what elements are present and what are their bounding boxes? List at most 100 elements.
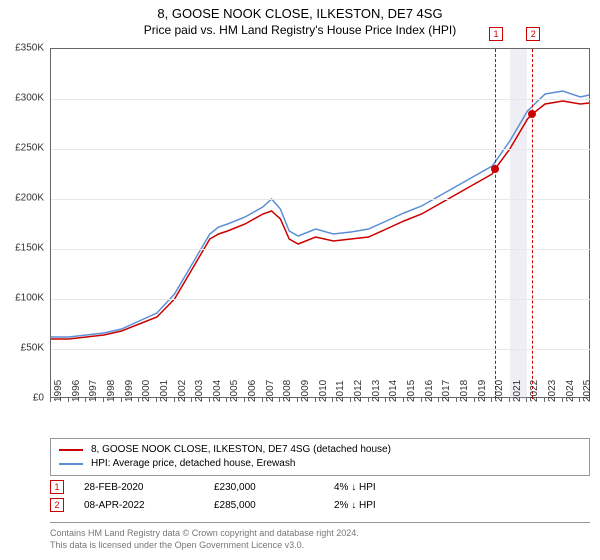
x-tick-label: 2002 — [177, 380, 188, 402]
x-tick-label: 2012 — [353, 380, 364, 402]
x-tick — [350, 398, 351, 402]
x-tick-label: 2018 — [459, 380, 470, 402]
x-tick — [385, 398, 386, 402]
y-gridline — [51, 249, 591, 250]
x-tick-label: 1997 — [88, 380, 99, 402]
legend-swatch — [59, 463, 83, 465]
x-tick — [138, 398, 139, 402]
legend: 8, GOOSE NOOK CLOSE, ILKESTON, DE7 4SG (… — [50, 438, 590, 476]
x-tick-label: 2016 — [424, 380, 435, 402]
y-tick-label: £50K — [21, 343, 44, 354]
x-tick — [156, 398, 157, 402]
x-tick-label: 2024 — [565, 380, 576, 402]
y-tick-label: £350K — [15, 43, 44, 54]
x-tick — [244, 398, 245, 402]
x-tick-label: 2019 — [477, 380, 488, 402]
x-tick — [438, 398, 439, 402]
footer: Contains HM Land Registry data © Crown c… — [50, 522, 590, 551]
y-tick-label: £300K — [15, 93, 44, 104]
sales-table: 1 28-FEB-2020£230,0004% ↓ HPI 2 08-APR-2022… — [50, 478, 590, 514]
y-tick-label: £200K — [15, 193, 44, 204]
sale-delta: 2% ↓ HPI — [334, 500, 434, 511]
sale-date: 28-FEB-2020 — [84, 482, 214, 493]
x-tick — [68, 398, 69, 402]
footer-line1: Contains HM Land Registry data © Crown c… — [50, 527, 590, 539]
x-tick-label: 2021 — [512, 380, 523, 402]
sale-price: £230,000 — [214, 482, 334, 493]
x-tick-label: 2017 — [441, 380, 452, 402]
x-tick — [209, 398, 210, 402]
sale-dot — [528, 110, 536, 118]
x-tick — [421, 398, 422, 402]
legend-swatch — [59, 449, 83, 451]
x-tick-label: 1998 — [106, 380, 117, 402]
table-row: 2 08-APR-2022£285,0002% ↓ HPI — [50, 496, 590, 514]
x-tick — [191, 398, 192, 402]
x-tick-label: 1995 — [53, 380, 64, 402]
x-tick-label: 2000 — [141, 380, 152, 402]
sale-dot — [491, 165, 499, 173]
x-tick-label: 2010 — [318, 380, 329, 402]
x-tick — [226, 398, 227, 402]
x-tick — [121, 398, 122, 402]
y-tick-label: £0 — [33, 393, 44, 404]
x-tick-label: 2001 — [159, 380, 170, 402]
y-gridline — [51, 149, 591, 150]
plot-area: 12 — [50, 48, 590, 398]
sale-date: 08-APR-2022 — [84, 500, 214, 511]
x-tick-label: 2025 — [582, 380, 593, 402]
sale-price: £285,000 — [214, 500, 334, 511]
x-tick-label: 2008 — [282, 380, 293, 402]
x-tick — [297, 398, 298, 402]
x-tick-label: 2023 — [547, 380, 558, 402]
x-tick-label: 2011 — [335, 380, 346, 402]
x-tick — [491, 398, 492, 402]
x-tick — [85, 398, 86, 402]
y-gridline — [51, 99, 591, 100]
x-tick — [279, 398, 280, 402]
sale-marker-label: 1 — [489, 27, 503, 41]
x-tick — [368, 398, 369, 402]
legend-item: 8, GOOSE NOOK CLOSE, ILKESTON, DE7 4SG (… — [59, 443, 581, 457]
sale-number: 2 — [50, 498, 64, 512]
x-tick — [579, 398, 580, 402]
x-tick-label: 2009 — [300, 380, 311, 402]
legend-item: HPI: Average price, detached house, Erew… — [59, 457, 581, 471]
x-tick-label: 2022 — [529, 380, 540, 402]
x-tick-label: 2007 — [265, 380, 276, 402]
sale-number: 1 — [50, 480, 64, 494]
x-tick-label: 1999 — [124, 380, 135, 402]
x-tick-label: 2005 — [229, 380, 240, 402]
y-tick-label: £100K — [15, 293, 44, 304]
x-tick — [456, 398, 457, 402]
sale-marker-line — [495, 49, 496, 399]
x-tick — [103, 398, 104, 402]
x-tick-label: 2020 — [494, 380, 505, 402]
x-tick — [315, 398, 316, 402]
footer-line2: This data is licensed under the Open Gov… — [50, 539, 590, 551]
y-tick-label: £250K — [15, 143, 44, 154]
x-tick — [50, 398, 51, 402]
x-tick-label: 2006 — [247, 380, 258, 402]
legend-label: HPI: Average price, detached house, Erew… — [91, 457, 295, 471]
sale-delta: 4% ↓ HPI — [334, 482, 434, 493]
sale-marker-line — [532, 49, 533, 399]
table-row: 1 28-FEB-2020£230,0004% ↓ HPI — [50, 478, 590, 496]
series-line — [51, 91, 589, 337]
x-tick — [262, 398, 263, 402]
x-tick — [562, 398, 563, 402]
y-gridline — [51, 199, 591, 200]
x-tick-label: 1996 — [71, 380, 82, 402]
price-chart: 12 £0£50K£100K£150K£200K£250K£300K£350K1… — [50, 48, 590, 398]
y-gridline — [51, 349, 591, 350]
x-tick-label: 2015 — [406, 380, 417, 402]
x-tick — [526, 398, 527, 402]
x-tick — [332, 398, 333, 402]
legend-label: 8, GOOSE NOOK CLOSE, ILKESTON, DE7 4SG (… — [91, 443, 391, 457]
chart-svg — [51, 49, 591, 399]
x-tick — [509, 398, 510, 402]
x-tick — [174, 398, 175, 402]
page-subtitle: Price paid vs. HM Land Registry's House … — [0, 21, 600, 37]
sale-marker-label: 2 — [526, 27, 540, 41]
y-tick-label: £150K — [15, 243, 44, 254]
